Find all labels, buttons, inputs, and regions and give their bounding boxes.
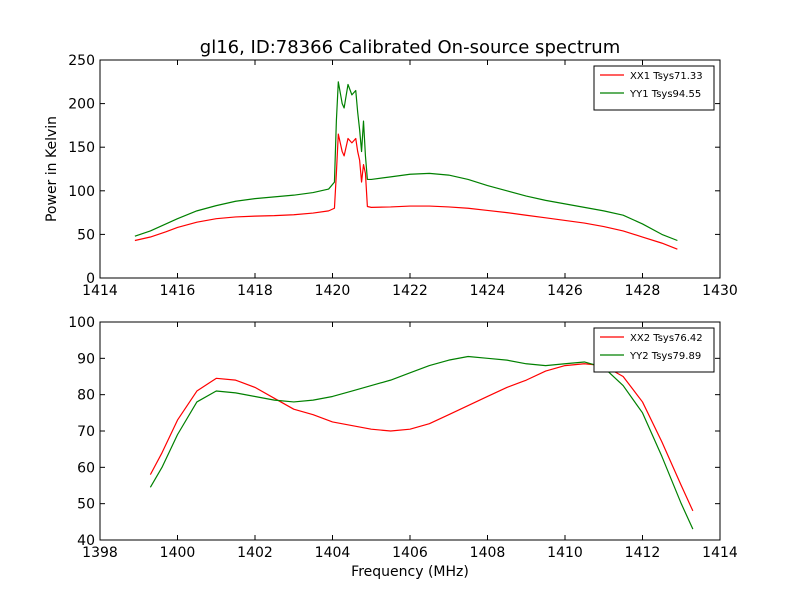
x-tick-label: 1420 bbox=[315, 283, 351, 299]
x-tick-label: 1426 bbox=[547, 283, 583, 299]
x-tick-label: 1414 bbox=[702, 545, 738, 561]
series-line-1-2 bbox=[134, 81, 678, 242]
x-tick-label: 1430 bbox=[702, 283, 738, 299]
x-tick-label: 1406 bbox=[392, 545, 428, 561]
y-tick-label: 50 bbox=[77, 227, 95, 243]
legend-label: XX1 Tsys71.33 bbox=[630, 71, 703, 82]
x-tick-label: 1410 bbox=[547, 545, 583, 561]
x-tick-label: 1398 bbox=[82, 545, 118, 561]
plots: 1414 1416 1418 1420 1422 1424 1426 1428 14300501… bbox=[44, 53, 738, 580]
y-tick-label: 150 bbox=[68, 140, 95, 156]
x-axis-label: Frequency (MHz) bbox=[351, 564, 469, 580]
series-line-1-1 bbox=[134, 133, 678, 250]
x-tick-label: 1416 bbox=[160, 283, 196, 299]
x-tick-label: 1424 bbox=[470, 283, 506, 299]
y-tick-label: 100 bbox=[68, 315, 95, 331]
x-tick-label: 1404 bbox=[315, 545, 351, 561]
y-tick-label: 250 bbox=[68, 53, 95, 69]
legend-2: XX2 Tsys76.42 YY2 Tsys79.89 bbox=[593, 327, 715, 373]
legend-label: XX2 Tsys76.42 bbox=[630, 333, 703, 344]
y-tick-label: 70 bbox=[77, 424, 95, 440]
x-tick-label: 1400 bbox=[160, 545, 196, 561]
figure-title: gl16, ID:78366 Calibrated On-source spec… bbox=[200, 37, 620, 58]
x-tick-label: 1422 bbox=[392, 283, 428, 299]
y-tick-label: 90 bbox=[77, 351, 95, 367]
y-tick-label: 200 bbox=[68, 97, 95, 113]
x-tick-label: 1412 bbox=[625, 545, 661, 561]
y-tick-label: 50 bbox=[77, 497, 95, 513]
legend-label: YY2 Tsys79.89 bbox=[629, 351, 701, 362]
x-tick-label: 1414 bbox=[82, 283, 118, 299]
y-tick-label: 40 bbox=[77, 533, 95, 549]
subplot-2: 1398 1400 1402 1404 1406 1408 1410 1412 1414 40 50… bbox=[68, 315, 738, 580]
legend-1: XX1 Tsys71.33 YY1 Tsys94.55 bbox=[593, 65, 715, 111]
x-tick-label: 1408 bbox=[470, 545, 506, 561]
legend-label: YY1 Tsys94.55 bbox=[629, 89, 701, 100]
y-tick-label: 0 bbox=[86, 271, 95, 287]
x-tick-label: 1428 bbox=[625, 283, 661, 299]
x-tick-label: 1402 bbox=[237, 545, 273, 561]
y-tick-label: 100 bbox=[68, 184, 95, 200]
y-tick-label: 60 bbox=[77, 460, 95, 476]
legend-box bbox=[593, 327, 715, 373]
y-tick-label: 80 bbox=[77, 388, 95, 404]
subplot-1: 1414 1416 1418 1420 1422 1424 1426 1428 1430 0 50 1… bbox=[44, 53, 738, 299]
y-axis-label: Power in Kelvin bbox=[44, 116, 60, 222]
x-tick-label: 1418 bbox=[237, 283, 273, 299]
legend-box bbox=[593, 65, 715, 111]
